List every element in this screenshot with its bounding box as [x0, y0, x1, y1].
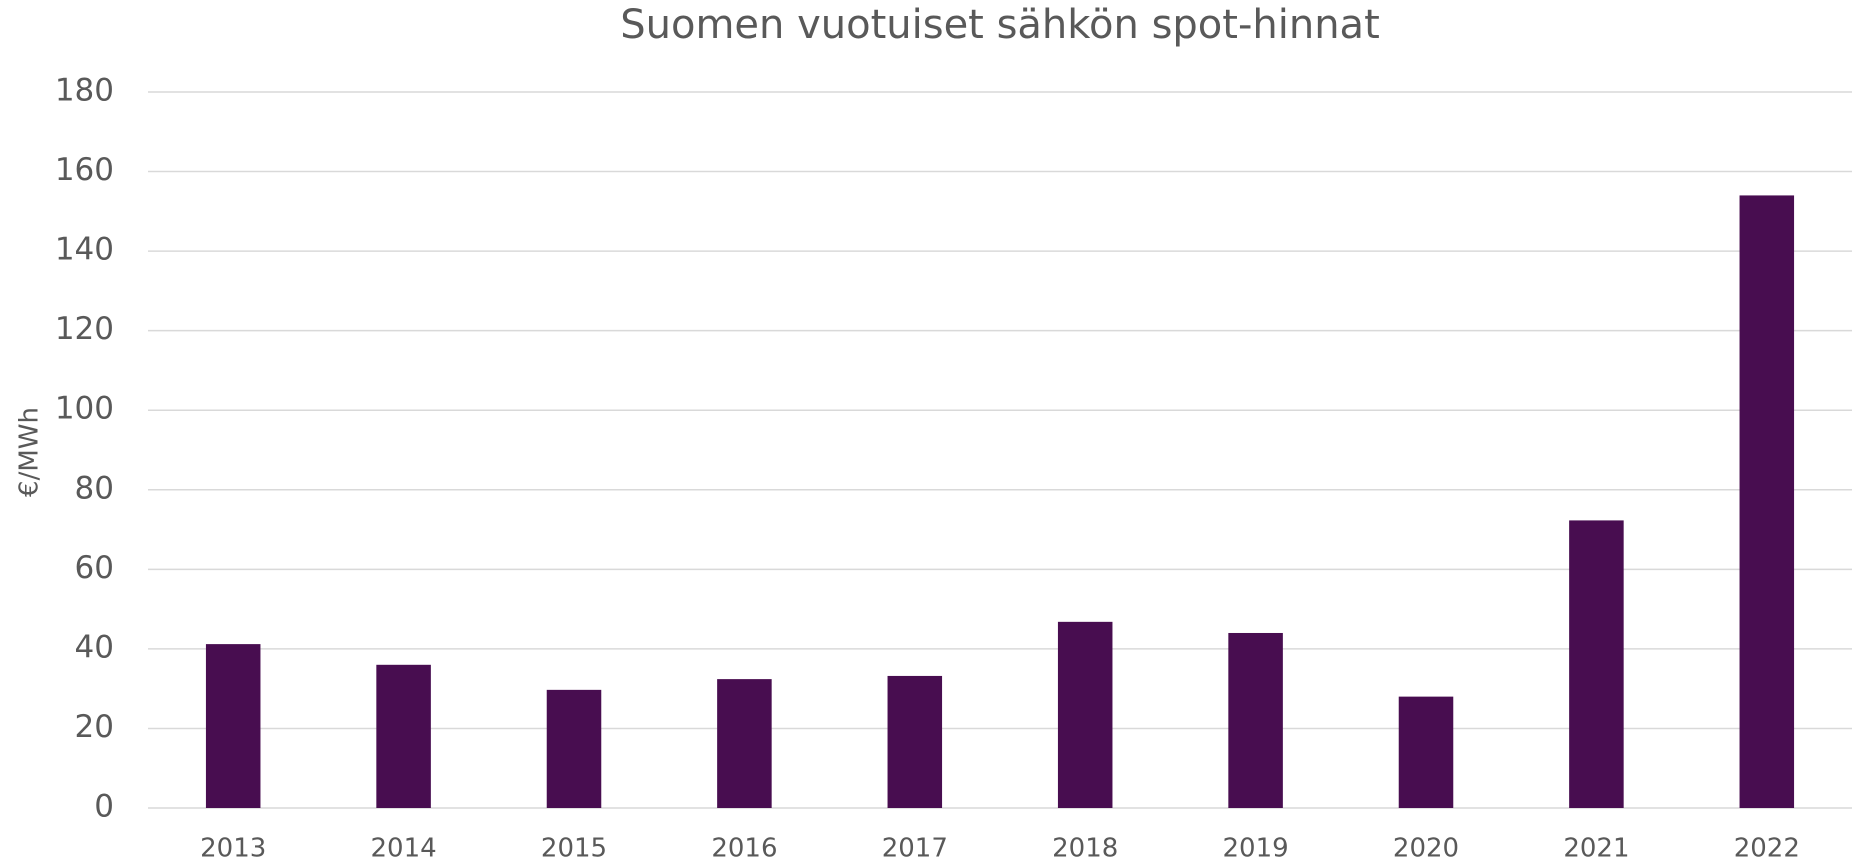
y-tick-label: 180	[55, 73, 114, 109]
x-tick-label: 2016	[711, 834, 777, 864]
bar	[1398, 696, 1454, 808]
y-axis-label: €/MWh	[15, 407, 45, 497]
x-tick-label: 2013	[200, 834, 266, 864]
y-tick-label: 140	[55, 232, 114, 268]
x-tick-label: 2015	[541, 834, 607, 864]
y-tick-label: 80	[75, 470, 114, 506]
bar	[376, 664, 431, 808]
y-tick-label: 0	[94, 789, 114, 825]
x-tick-label: 2020	[1393, 834, 1459, 864]
y-tick-label: 100	[55, 391, 114, 427]
bar	[887, 675, 943, 808]
bar	[1739, 195, 1795, 808]
bar	[1228, 632, 1283, 808]
bar	[1569, 520, 1624, 808]
bar	[1057, 621, 1113, 808]
bar	[546, 689, 602, 808]
y-tick-label: 60	[75, 550, 114, 586]
chart-title: Suomen vuotuiset sähkön spot-hinnat	[620, 2, 1380, 48]
x-tick-label: 2021	[1563, 834, 1629, 864]
y-tick-label: 120	[55, 311, 114, 347]
x-tick-label: 2019	[1223, 834, 1289, 864]
y-tick-label: 160	[55, 152, 114, 188]
x-tick-label: 2018	[1052, 834, 1118, 864]
x-tick-label: 2017	[882, 834, 948, 864]
x-tick-label: 2014	[371, 834, 437, 864]
x-tick-label: 2022	[1734, 834, 1800, 864]
y-tick-label: 20	[75, 709, 114, 745]
y-tick-label: 40	[75, 629, 114, 665]
bar	[717, 679, 772, 808]
bar	[205, 644, 261, 808]
